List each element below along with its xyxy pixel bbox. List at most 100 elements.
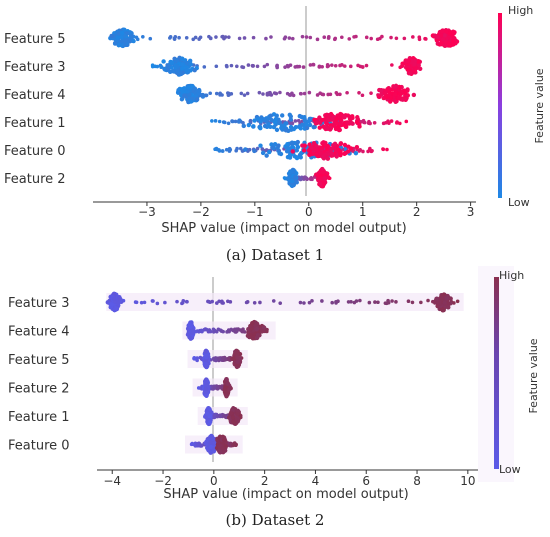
shap-point — [289, 169, 295, 174]
shap-point — [220, 149, 225, 153]
shap-point — [255, 146, 260, 151]
shap-point — [302, 301, 306, 305]
shap-point — [437, 301, 443, 307]
shap-point — [184, 35, 189, 40]
feature-label: Feature 0 — [8, 439, 70, 454]
shap-point — [119, 34, 124, 40]
shap-point — [398, 121, 402, 126]
shap-point — [242, 36, 247, 40]
shap-point — [297, 113, 302, 119]
shap-point — [405, 67, 411, 72]
shap-point — [325, 143, 331, 149]
shap-point — [435, 34, 440, 40]
shap-point — [288, 117, 294, 122]
shap-point — [330, 63, 334, 67]
shap-point — [400, 63, 405, 68]
shap-point — [360, 65, 365, 69]
x-tick-label: −3 — [138, 205, 156, 219]
shap-point — [151, 299, 155, 303]
shap-point — [261, 92, 265, 96]
panel-a-x-axis-label: SHAP value (impact on model output) — [161, 221, 406, 236]
feature-label: Feature 5 — [4, 32, 66, 47]
feature-row-points — [187, 348, 248, 370]
shap-point — [185, 68, 190, 73]
shap-point — [330, 117, 335, 122]
x-tick-label: 8 — [413, 474, 421, 488]
shap-point — [230, 415, 236, 420]
shap-point — [267, 149, 272, 155]
shap-point — [134, 35, 139, 40]
shap-point — [311, 62, 316, 67]
shap-point — [109, 33, 114, 39]
shap-point — [222, 120, 227, 125]
shap-point — [325, 156, 331, 161]
shap-point — [357, 90, 361, 95]
shap-point — [242, 93, 247, 97]
shap-point — [340, 35, 344, 40]
shap-point — [410, 300, 415, 305]
shap-point — [405, 88, 410, 93]
shap-point — [300, 122, 305, 127]
shap-point — [227, 35, 231, 39]
shap-point — [208, 91, 212, 96]
x-tick-label: −4 — [103, 474, 121, 488]
shap-point — [246, 63, 251, 67]
shap-point — [285, 91, 290, 96]
shap-point — [118, 39, 124, 44]
feature-row-points — [105, 291, 464, 313]
shap-point — [320, 169, 326, 175]
shap-point — [255, 332, 261, 338]
x-tick-label: −2 — [154, 474, 172, 488]
feature-row-points — [175, 83, 417, 105]
feature-row-halo — [106, 293, 464, 311]
shap-point — [213, 147, 217, 152]
panel-a-colorbar-high: High — [508, 4, 533, 17]
shap-point — [302, 175, 307, 179]
shap-point — [394, 300, 398, 304]
x-tick-label: 10 — [460, 474, 475, 488]
shap-point — [217, 148, 221, 152]
shap-point — [325, 126, 330, 131]
shap-point — [283, 35, 288, 39]
shap-point — [353, 151, 359, 156]
shap-point — [390, 299, 394, 303]
shap-point — [235, 64, 239, 69]
feature-row-points — [210, 111, 409, 133]
shap-point — [416, 59, 421, 64]
shap-point — [363, 120, 367, 125]
shap-point — [255, 64, 260, 69]
shap-point — [272, 142, 277, 148]
shap-point — [317, 176, 322, 181]
shap-point — [117, 296, 122, 302]
shap-point — [277, 119, 282, 125]
shap-point — [215, 414, 220, 418]
shap-point — [196, 87, 202, 93]
shap-point — [338, 153, 343, 158]
feature-row-points — [150, 55, 423, 77]
shap-point — [205, 411, 210, 417]
shap-point — [299, 91, 303, 96]
feature-label: Feature 0 — [4, 144, 66, 159]
shap-point — [357, 124, 362, 129]
x-tick-label: 0 — [305, 205, 313, 219]
shap-point — [227, 146, 232, 151]
shap-point — [188, 61, 193, 67]
shap-point — [264, 153, 269, 158]
shap-point — [192, 86, 198, 91]
shap-point — [178, 71, 184, 77]
shap-point — [338, 111, 343, 117]
shap-point — [381, 147, 386, 152]
shap-point — [235, 359, 240, 365]
feature-row-points — [184, 433, 243, 455]
shap-point — [207, 419, 213, 425]
panel-a-colorbar-low: Low — [508, 196, 530, 209]
shap-point — [209, 435, 214, 440]
shap-point — [314, 147, 319, 152]
shap-point — [284, 121, 289, 126]
shap-point — [199, 328, 204, 333]
shap-point — [445, 304, 451, 310]
shap-point — [272, 120, 278, 125]
shap-point — [233, 442, 237, 447]
shap-point — [293, 119, 298, 123]
shap-point — [386, 298, 390, 303]
